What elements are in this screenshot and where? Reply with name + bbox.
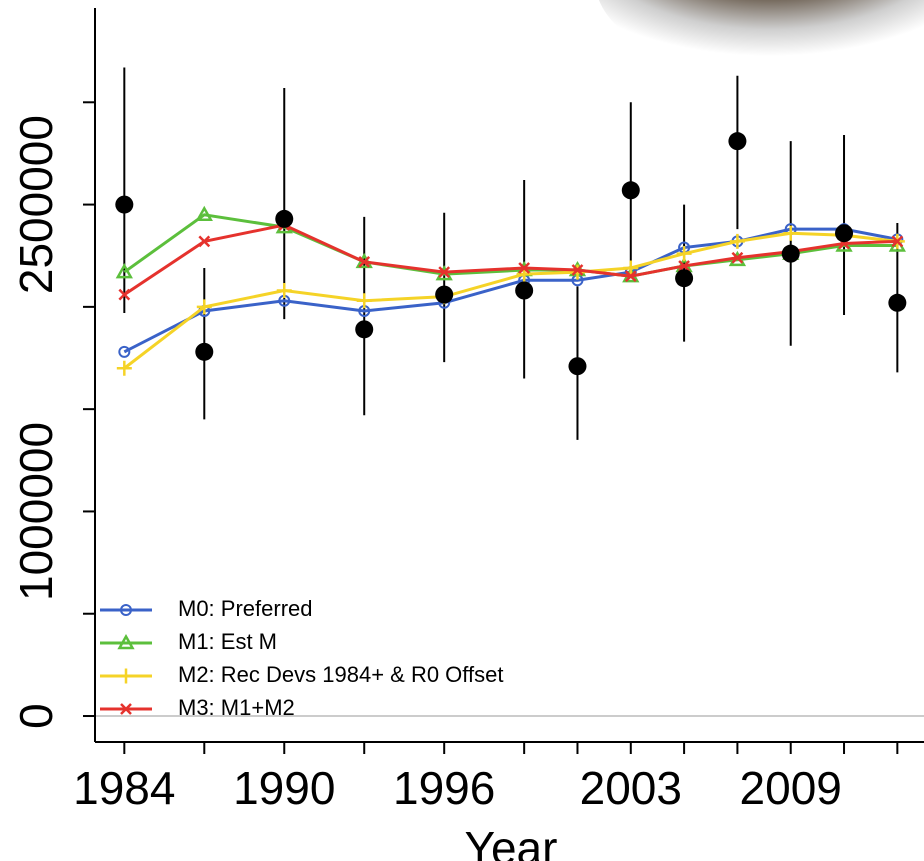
fish-photo xyxy=(598,0,924,75)
point xyxy=(783,225,799,241)
point xyxy=(276,282,292,298)
x-tick-label: 1984 xyxy=(73,762,175,814)
x-tick-label: 1996 xyxy=(393,762,495,814)
observed-point xyxy=(195,342,214,361)
legend-label: M3: M1+M2 xyxy=(178,695,295,720)
point xyxy=(120,604,132,616)
observed-point xyxy=(835,224,854,243)
point xyxy=(120,703,132,715)
observed-point xyxy=(568,357,587,376)
point xyxy=(118,345,131,358)
observed-point xyxy=(275,209,294,228)
x-axis-title: Year xyxy=(465,822,558,861)
observed-point xyxy=(515,281,534,300)
point xyxy=(623,260,639,276)
observed-point xyxy=(675,269,694,288)
legend-label: M0: Preferred xyxy=(178,596,313,621)
observed-point xyxy=(115,195,134,214)
x-tick-label: 2009 xyxy=(740,762,842,814)
point xyxy=(117,633,135,650)
point xyxy=(196,299,212,315)
point xyxy=(676,246,692,262)
series-line xyxy=(123,227,898,354)
point xyxy=(729,233,745,249)
point xyxy=(518,262,531,274)
point xyxy=(678,260,690,272)
observed-point xyxy=(781,244,800,263)
x-tick-label: 2003 xyxy=(580,762,682,814)
x-tick-label: 1990 xyxy=(233,762,335,814)
point xyxy=(571,264,584,276)
point xyxy=(198,235,211,248)
point xyxy=(116,360,132,376)
point xyxy=(118,668,134,684)
point xyxy=(118,288,131,301)
observed-point xyxy=(728,132,747,151)
observed-point xyxy=(888,293,907,312)
point xyxy=(624,270,637,283)
legend-label: M1: Est M xyxy=(178,629,277,654)
point xyxy=(356,293,372,309)
point xyxy=(731,251,744,264)
y-tick-label: 0 xyxy=(10,703,62,729)
y-tick-label: 2500000 xyxy=(10,115,62,294)
series-line xyxy=(123,213,898,278)
observed-point xyxy=(621,181,640,200)
point xyxy=(891,235,904,248)
observed-point xyxy=(435,285,454,304)
y-tick-label: 1000000 xyxy=(10,422,62,601)
legend-label: M2: Rec Devs 1984+ & R0 Offset xyxy=(178,662,503,687)
point xyxy=(358,255,371,268)
observed-point xyxy=(355,320,374,339)
point xyxy=(195,205,213,222)
point xyxy=(438,266,451,278)
point xyxy=(115,263,133,279)
